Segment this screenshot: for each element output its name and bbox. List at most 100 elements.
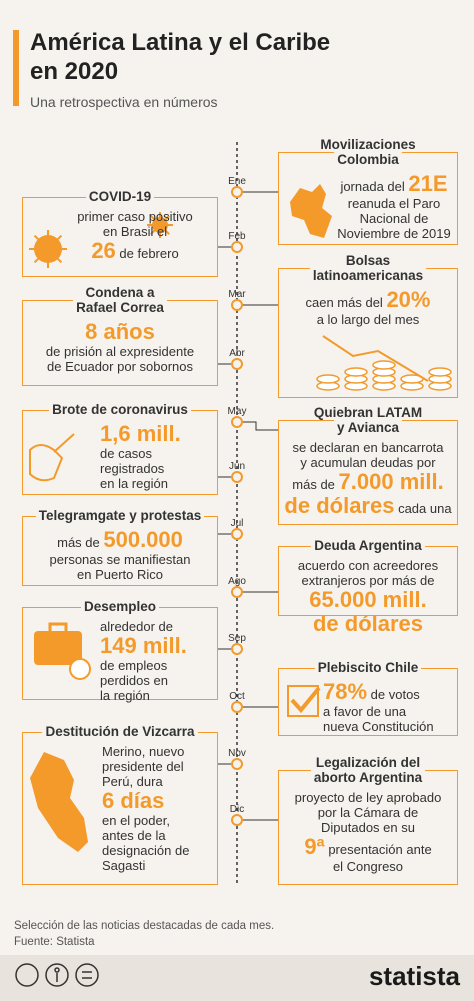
month-label: Nov <box>228 748 246 759</box>
footer-bar <box>0 955 474 1001</box>
event-text: jornada del <box>340 179 409 194</box>
event-line: acuerdo con acreedores <box>278 558 458 573</box>
month-label: Ago <box>228 576 246 587</box>
month-label: Oct <box>229 691 245 702</box>
event-line: por la Cámara de <box>278 805 458 820</box>
event-text: 26 <box>91 238 116 263</box>
event-title-line: Plebiscito Chile <box>314 660 422 675</box>
event-line: registrados <box>100 461 215 476</box>
month-marker <box>231 586 243 598</box>
event-text: a lo largo del mes <box>316 312 420 327</box>
event-title: Movilizaciones Colombia <box>278 137 458 167</box>
icon-coin <box>316 374 340 384</box>
event-text: 20% <box>386 287 431 312</box>
month-marker <box>231 471 243 483</box>
icon-virus-spike <box>33 248 49 264</box>
event-text: se declaran en bancarrota <box>292 440 444 455</box>
event-line: en la región <box>100 476 215 491</box>
event-line: se declaran en bancarrota <box>278 440 458 455</box>
brand: statista <box>368 961 460 991</box>
event-line: antes de la <box>102 828 216 843</box>
event-text: más de <box>57 535 104 550</box>
icon-map <box>290 184 332 238</box>
event-text: nueva Constitución <box>323 719 434 734</box>
icon-virus-spike <box>150 215 161 226</box>
event-text: acuerdo con acreedores <box>297 558 439 573</box>
event-text: 9ª <box>304 834 325 859</box>
icon-swab <box>53 433 75 453</box>
event-line: caen más del 20% <box>283 288 453 315</box>
event-title-line: Rafael Correa <box>73 300 167 315</box>
month-marker <box>231 758 243 770</box>
event-line: de casos <box>100 446 215 461</box>
month-label: Feb <box>228 231 246 242</box>
accent-bar <box>13 30 19 106</box>
event-line: proyecto de ley aprobado <box>278 790 458 805</box>
source: Fuente: Statista <box>14 936 95 948</box>
event-text: presentación ante <box>324 842 432 857</box>
event-title-line: y Avianca <box>333 420 403 435</box>
month-label: Mar <box>228 289 246 300</box>
event-title-line: Desempleo <box>80 599 160 614</box>
event-line: Perú, dura <box>102 774 216 789</box>
event-line: Sagasti <box>102 858 216 873</box>
subtitle: Una retrospectiva en números <box>30 94 218 110</box>
event-text: en la región <box>100 476 168 491</box>
event-text: más de <box>292 477 339 492</box>
event-text: Noviembre de 2019 <box>337 226 451 241</box>
event-line: 8 años <box>22 320 218 347</box>
event-text: registrados <box>100 461 165 476</box>
icon-coin <box>428 367 452 377</box>
event-line: 9ª presentación ante <box>278 835 458 862</box>
event-text: personas se manifiestan <box>49 552 191 567</box>
event-title: COVID-19 <box>22 189 218 204</box>
event-text: 7.000 mill. <box>338 469 444 494</box>
icon-virus-spike <box>47 234 63 250</box>
event-text: caen más del <box>305 295 387 310</box>
event-title-line: Legalización del <box>312 755 424 770</box>
event-text: designación de <box>102 843 190 858</box>
event-line: designación de <box>102 843 216 858</box>
event-title-line: Bolsas <box>342 253 394 268</box>
event-title: Quiebran LATAM y Avianca <box>278 405 458 435</box>
event-line: alrededor de <box>100 619 215 634</box>
event-title: Bolsas latinoamericanas <box>278 253 458 283</box>
event-line: de empleos <box>100 658 215 673</box>
event-title: Desempleo <box>22 599 218 614</box>
connector <box>243 421 278 431</box>
icon-coin <box>344 367 368 377</box>
event-text: Perú, dura <box>102 774 163 789</box>
event-text: y acumulan deudas por <box>300 455 436 470</box>
event-text: en el poder, <box>102 813 170 828</box>
event-line: Merino, nuevo <box>102 744 216 759</box>
event-text: de febrero <box>115 246 179 261</box>
event-line: 1,6 mill. <box>100 422 215 449</box>
event-text: 149 mill. <box>100 633 187 658</box>
event-line: de dólares cada una <box>278 494 458 521</box>
event-title-line: Brote de coronavirus <box>49 402 191 417</box>
event-line: a lo largo del mes <box>283 312 453 327</box>
month-marker <box>231 814 243 826</box>
title-line: en 2020 <box>30 58 119 85</box>
event-text: de prisión al expresidente <box>45 344 195 359</box>
icon-arrow <box>322 335 429 382</box>
event-line: extranjeros por más de <box>278 573 458 588</box>
event-line: nueva Constitución <box>323 719 456 734</box>
event-text: a favor de una <box>323 704 407 719</box>
event-text: perdidos en <box>100 673 168 688</box>
icon-coin <box>372 360 396 370</box>
month-marker <box>231 701 243 713</box>
event-line: el Congreso <box>278 859 458 874</box>
icon-case <box>34 631 82 665</box>
icon-virus-spike <box>47 248 63 264</box>
event-title: Plebiscito Chile <box>278 660 458 675</box>
event-title: Deuda Argentina <box>278 538 458 553</box>
event-text: de dólares <box>284 493 395 518</box>
month-label: Jul <box>230 518 244 529</box>
event-title-line: aborto Argentina <box>310 770 426 785</box>
event-text: 21E <box>408 171 448 196</box>
month-label: Dic <box>229 804 245 815</box>
event-line: Noviembre de 2019 <box>333 226 455 241</box>
event-text: 65.000 mill. <box>309 587 427 612</box>
event-title: Legalización del aborto Argentina <box>278 755 458 785</box>
